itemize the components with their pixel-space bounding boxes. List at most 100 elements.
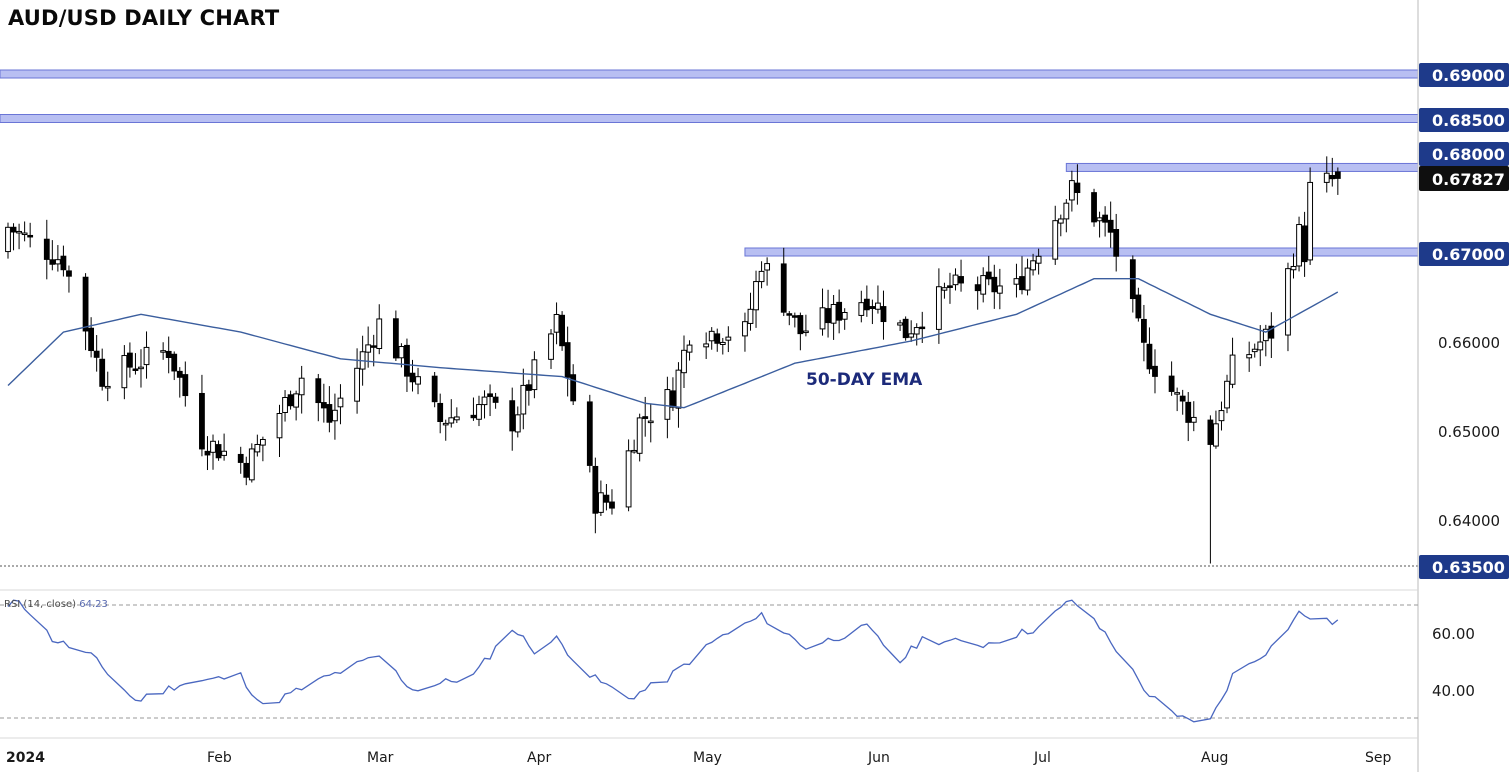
candle [49, 240, 56, 271]
candle [913, 323, 920, 346]
candle-body [758, 270, 765, 283]
candle-body [365, 344, 372, 353]
candle-body [254, 443, 261, 453]
candle-body [453, 416, 460, 421]
candle-body [10, 226, 17, 233]
candle-body [675, 369, 682, 409]
candle [1190, 401, 1197, 432]
candle-body [199, 392, 205, 450]
candle [82, 273, 89, 351]
candle-body [747, 308, 754, 324]
candle-body [1218, 410, 1225, 422]
candle-body [1290, 265, 1297, 271]
x-tick-label: Mar [367, 750, 394, 766]
candle [647, 403, 654, 443]
candle-body [121, 355, 128, 389]
candle-body [559, 314, 565, 347]
chart-title: AUD/USD DAILY CHART [8, 6, 280, 30]
candle-body [404, 344, 410, 377]
candle-body [49, 259, 56, 265]
candle [1213, 410, 1219, 449]
candle [514, 406, 521, 438]
candle [703, 332, 710, 359]
x-tick-label: Jun [867, 750, 890, 766]
candle [592, 457, 599, 534]
candle-body [980, 275, 987, 295]
candle-body [753, 281, 759, 311]
candle-body [1213, 423, 1219, 447]
candle [786, 311, 793, 326]
candle [825, 289, 831, 338]
candle [758, 261, 765, 289]
candle [1035, 248, 1042, 275]
candle [819, 288, 826, 336]
candle [88, 317, 95, 358]
candle-body [952, 274, 959, 286]
candle [66, 265, 72, 293]
candle-body [703, 343, 710, 348]
candle-body [958, 276, 964, 284]
candle [875, 285, 881, 314]
candle [941, 282, 948, 299]
candle [5, 222, 11, 259]
candle-body [636, 417, 643, 454]
candle-body [791, 315, 798, 318]
candle-body [1096, 217, 1103, 222]
candle [1179, 389, 1186, 415]
resistance-zone [744, 247, 1419, 257]
candle-body [82, 276, 89, 332]
resistance-zones [0, 69, 1419, 257]
candle-body [803, 330, 809, 334]
candle [520, 368, 527, 430]
candle [1229, 337, 1236, 389]
candle-body [1068, 180, 1075, 201]
candle-body [392, 318, 399, 359]
candle-body [442, 422, 449, 426]
candle-body [332, 409, 338, 422]
candles-group [5, 156, 1341, 564]
candle-body [1102, 214, 1109, 223]
candle-body [237, 453, 244, 463]
candle-body [819, 307, 826, 330]
candle [742, 312, 748, 352]
candle [1285, 262, 1291, 352]
candle [487, 384, 493, 417]
candle-body [836, 301, 843, 321]
candle [1251, 343, 1258, 358]
candle [780, 247, 787, 317]
candle [276, 404, 283, 458]
candle [160, 342, 167, 360]
candle [259, 436, 266, 462]
candle [1129, 255, 1136, 313]
candle-body [1024, 267, 1031, 291]
candle [1019, 256, 1025, 295]
candle-body [1301, 225, 1308, 263]
candle [714, 328, 721, 352]
candle [176, 367, 183, 398]
price-axis: 0.66000 0.65000 0.64000 0.69000 0.68500 … [1419, 63, 1509, 579]
candle-body [165, 350, 172, 359]
candle-body [93, 350, 100, 358]
candle-body [714, 333, 721, 344]
candle [104, 371, 111, 402]
candle [165, 336, 172, 374]
candle-body [315, 378, 322, 404]
candle [54, 245, 61, 272]
candle-body [1179, 395, 1186, 402]
candle [597, 480, 604, 516]
candle [326, 386, 333, 433]
candle-body [863, 298, 870, 311]
candle [332, 393, 338, 440]
candle-body [1013, 278, 1020, 285]
candle [431, 372, 438, 408]
candle-body [670, 390, 676, 408]
candle [952, 268, 959, 291]
candle-body [104, 385, 111, 389]
candle-body [259, 438, 266, 446]
x-tick-label: Aug [1201, 750, 1228, 766]
candle [1262, 324, 1269, 357]
candle-body [830, 303, 837, 324]
candle [1246, 341, 1253, 372]
candle-body [1113, 229, 1120, 257]
